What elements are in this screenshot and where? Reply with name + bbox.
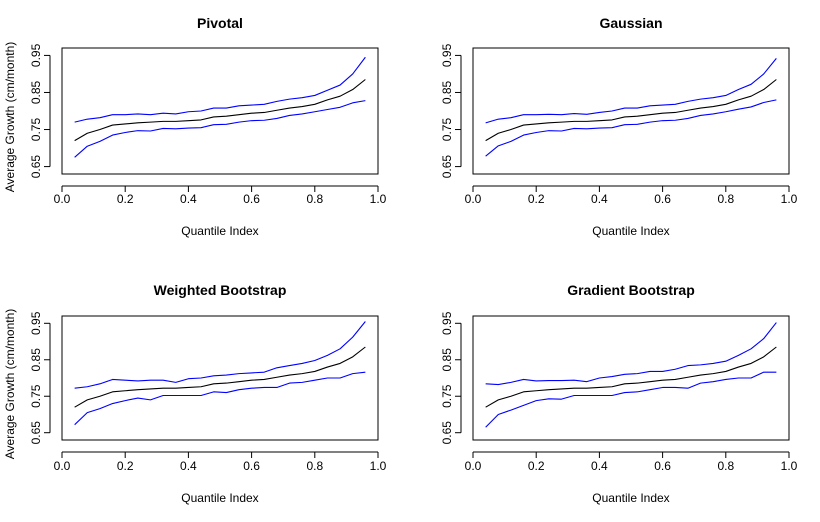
chart-title: Weighted Bootstrap <box>154 282 287 298</box>
plot-frame <box>61 47 379 175</box>
y-tick-label: 0.65 <box>440 421 454 445</box>
x-axis-label: Quantile Index <box>592 224 669 238</box>
x-tick-label: 0.8 <box>306 459 323 473</box>
y-tick-label: 0.95 <box>440 311 454 335</box>
x-axis-label: Quantile Index <box>181 491 258 505</box>
x-tick-label: 0.0 <box>465 192 482 206</box>
series-line-estimate <box>74 79 366 142</box>
x-tick-label: 0.2 <box>528 192 545 206</box>
series-line-upper <box>485 322 777 386</box>
y-axis-label: Average Growth (cm/month) <box>3 42 17 193</box>
x-tick-label: 0.0 <box>54 192 71 206</box>
y-tick-label: 0.95 <box>29 311 43 335</box>
y-tick-label: 0.65 <box>29 155 43 179</box>
y-tick-label: 0.75 <box>29 384 43 408</box>
chart-title: Gradient Bootstrap <box>567 282 695 298</box>
y-tick-label: 0.75 <box>440 384 454 408</box>
y-tick-label: 0.75 <box>440 118 454 142</box>
y-tick-label: 0.95 <box>440 43 454 67</box>
x-tick-label: 0.4 <box>180 192 197 206</box>
chart-title: Gaussian <box>599 15 662 31</box>
x-tick-label: 1.0 <box>781 192 798 206</box>
y-tick-label: 0.85 <box>29 80 43 104</box>
x-axis-label: Quantile Index <box>181 224 258 238</box>
y-axis-label: Average Growth (cm/month) <box>3 309 17 460</box>
x-tick-label: 0.4 <box>591 459 608 473</box>
y-tick-label: 0.75 <box>29 118 43 142</box>
panel-3: Weighted Bootstrap 0.0 0.2 0.4 0.6 0.8 1.0 Quan… <box>3 282 387 505</box>
x-tick-label: 0.0 <box>465 459 482 473</box>
x-tick-label: 1.0 <box>370 192 387 206</box>
y-tick-label: 0.85 <box>440 80 454 104</box>
x-tick-label: 0.8 <box>717 192 734 206</box>
y-tick-label: 0.85 <box>440 348 454 372</box>
series-line-upper <box>74 321 366 389</box>
y-tick-label: 0.65 <box>29 421 43 445</box>
chart-title: Pivotal <box>197 15 243 31</box>
series-line-lower <box>485 371 777 428</box>
series-line-estimate <box>485 346 777 408</box>
plot-frame <box>472 47 790 175</box>
x-tick-label: 1.0 <box>781 459 798 473</box>
x-tick-label: 0.8 <box>717 459 734 473</box>
x-tick-label: 0.8 <box>306 192 323 206</box>
series-line-lower <box>74 371 366 426</box>
x-tick-label: 0.6 <box>243 459 260 473</box>
x-tick-label: 0.6 <box>243 192 260 206</box>
series-line-upper <box>74 56 366 123</box>
y-tick-label: 0.65 <box>440 155 454 179</box>
series-line-lower <box>485 99 777 157</box>
plot-frame <box>472 315 790 441</box>
x-axis-label: Quantile Index <box>592 491 669 505</box>
x-tick-label: 0.6 <box>654 459 671 473</box>
x-tick-label: 0.4 <box>180 459 197 473</box>
x-tick-label: 0.2 <box>528 459 545 473</box>
x-tick-label: 0.0 <box>54 459 71 473</box>
x-tick-label: 0.2 <box>117 192 134 206</box>
series-line-lower <box>74 100 366 158</box>
series-line-upper <box>485 58 777 124</box>
panel-4: Gradient Bootstrap 0.0 0.2 0.4 0.6 0.8 1.0 Quan… <box>440 282 798 505</box>
panel-2: Gaussian 0.0 0.2 0.4 0.6 0.8 1.0 Quantile Index… <box>440 15 798 238</box>
y-tick-label: 0.95 <box>29 43 43 67</box>
series-line-estimate <box>485 79 777 142</box>
x-tick-label: 0.2 <box>117 459 134 473</box>
x-tick-label: 1.0 <box>370 459 387 473</box>
x-tick-label: 0.6 <box>654 192 671 206</box>
series-line-estimate <box>74 346 366 408</box>
x-tick-label: 0.4 <box>591 192 608 206</box>
plot-frame <box>61 315 379 441</box>
panel-1: Pivotal 0.0 0.2 0.4 0.6 0.8 1.0 Quantile Index 0… <box>3 15 387 238</box>
y-tick-label: 0.85 <box>29 348 43 372</box>
